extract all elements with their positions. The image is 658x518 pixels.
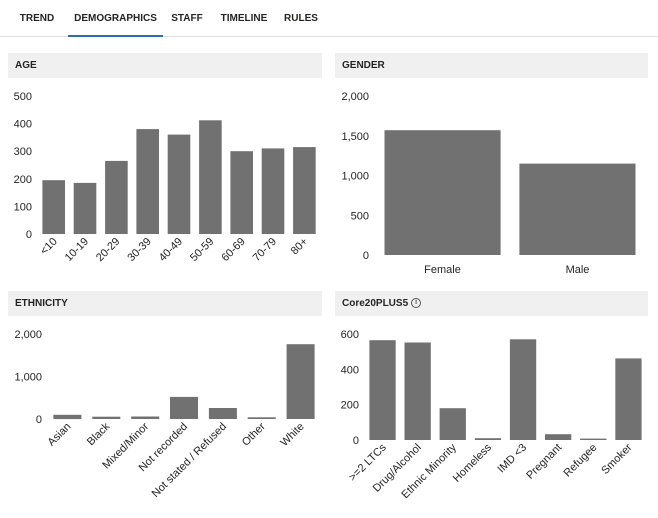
age-bar — [73, 182, 97, 234]
core20-ytick-label: 400 — [341, 364, 359, 376]
age-xtick-label: 10-19 — [63, 236, 91, 264]
gender-ytick-label: 1,500 — [341, 131, 369, 143]
tab-staff[interactable]: STAFF — [171, 13, 203, 24]
age-bar — [261, 148, 285, 234]
ethnicity-ytick-label: 2,000 — [14, 329, 42, 341]
gender-xtick-label: Female — [424, 264, 461, 275]
ethnicity-bar — [208, 408, 237, 419]
core20-bar — [474, 438, 502, 440]
gender-chart: 0 500 1,000 1,500 2,000 Female Male — [341, 91, 636, 275]
age-ytick-label: 500 — [14, 91, 32, 103]
age-bar — [230, 151, 253, 234]
age-panel: AGE 0 100 200 300 400 500 <10 10-19 20-29 30-39 40… — [8, 53, 322, 275]
age-xtick-label: 50-59 — [188, 236, 216, 264]
age-xtick-label: 60-69 — [219, 236, 247, 264]
core20-bar — [509, 339, 537, 440]
age-xtick-label: 80+ — [289, 236, 311, 258]
gender-xtick-label: Male — [566, 264, 590, 275]
ethnicity-panel-title: ETHNICITY — [8, 291, 322, 316]
age-ytick-label: 400 — [14, 119, 32, 131]
age-chart: 0 100 200 300 400 500 <10 10-19 20-29 30-39 40-49 5… — [14, 91, 316, 264]
gender-ytick-label: 2,000 — [341, 91, 369, 103]
age-bar — [293, 147, 316, 234]
core20-panel: Core20PLUS5 i 0 200 400 600 >=2 LTCs Drug/Alco… — [335, 291, 648, 516]
ethnicity-ytick-label: 0 — [36, 414, 42, 426]
core20-panel-title: Core20PLUS5 i — [335, 291, 648, 316]
tab-rules[interactable]: RULES — [284, 13, 318, 24]
age-xtick-label: 70-79 — [251, 236, 279, 264]
ethnicity-bar — [131, 416, 160, 419]
ethnicity-xtick-label: Asian — [46, 421, 74, 449]
ethnicity-xtick-label: Not stated / Refused — [150, 421, 229, 500]
age-ytick-label: 0 — [26, 229, 32, 241]
core20-xtick-label: Homeless — [451, 441, 494, 484]
ethnicity-bar — [247, 417, 276, 419]
core20-xtick-label: Refugee — [562, 442, 600, 480]
tab-demographics[interactable]: DEMOGRAPHICS — [68, 0, 163, 37]
age-ytick-label: 100 — [14, 201, 32, 213]
age-xtick-label: 30-39 — [125, 236, 153, 264]
core20-bar — [404, 342, 431, 440]
core20-bar — [580, 438, 607, 440]
core20-ytick-label: 0 — [353, 435, 359, 447]
core20-bar — [369, 340, 396, 440]
ethnicity-xtick-label: White — [278, 421, 306, 449]
ethnicity-bar — [53, 414, 82, 420]
tab-timeline[interactable]: TIMELINE — [220, 13, 268, 24]
ethnicity-xtick-label: Other — [240, 420, 268, 448]
age-xtick-label: 20-29 — [94, 236, 122, 264]
core20-bar — [439, 408, 466, 440]
ethnicity-bar — [286, 344, 315, 419]
gender-ytick-label: 500 — [351, 210, 369, 222]
age-bar — [199, 120, 222, 234]
ethnicity-panel: ETHNICITY 0 1,000 2,000 Asian Black Mixed/Min… — [8, 291, 322, 516]
gender-ytick-label: 0 — [363, 250, 369, 262]
age-bar — [136, 129, 159, 234]
core20-bar — [615, 358, 642, 440]
report-tabs: TREND DEMOGRAPHICS STAFF TIMELINE RULES — [0, 0, 658, 37]
ethnicity-bar — [92, 416, 121, 419]
ethnicity-xtick-label: Black — [85, 420, 113, 448]
gender-ytick-label: 1,000 — [341, 171, 369, 183]
gender-bar — [519, 163, 636, 255]
core20-xtick-label: Smoker — [599, 441, 635, 477]
gender-panel-title: GENDER — [335, 53, 648, 78]
age-panel-title: AGE — [8, 53, 322, 78]
ethnicity-bar — [170, 396, 198, 419]
core20-ytick-label: 200 — [341, 400, 359, 412]
age-xtick-label: <10 — [38, 236, 60, 258]
core20-xtick-label: Pregnant — [524, 442, 564, 482]
core20-bar — [545, 434, 572, 440]
core20-ytick-label: 600 — [341, 329, 359, 341]
tab-trend[interactable]: TREND — [19, 13, 55, 24]
age-ytick-label: 200 — [14, 174, 32, 186]
age-bar — [167, 134, 191, 234]
gender-bar — [384, 130, 501, 255]
info-icon[interactable]: i — [411, 298, 422, 309]
age-bar — [42, 180, 65, 234]
age-xtick-label: 40-49 — [157, 236, 185, 264]
core20-title-text: Core20PLUS5 — [342, 298, 409, 309]
ethnicity-ytick-label: 1,000 — [14, 372, 42, 384]
core20-xtick-label: IMD <3 — [495, 442, 529, 476]
gender-panel: GENDER 0 500 1,000 1,500 2,000 Female Male — [335, 53, 648, 275]
age-ytick-label: 300 — [14, 146, 32, 158]
age-bar — [105, 160, 128, 234]
